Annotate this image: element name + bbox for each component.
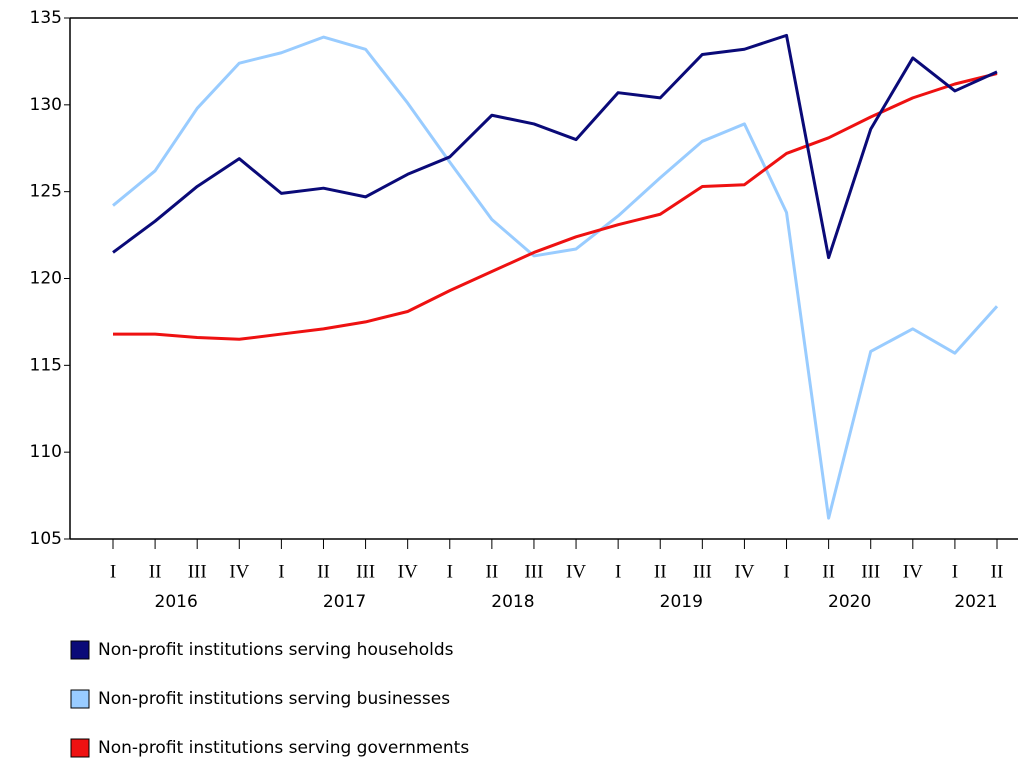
legend-label: Non-profit institutions serving governme… bbox=[98, 738, 469, 758]
legend-swatch bbox=[70, 640, 90, 660]
x-tick-label: I bbox=[278, 561, 284, 582]
x-tick-label: II bbox=[991, 561, 1004, 582]
year-label: 2020 bbox=[828, 592, 871, 612]
x-tick-label: II bbox=[149, 561, 162, 582]
legend-label: Non-profit institutions serving business… bbox=[98, 689, 450, 709]
y-tick-label: 115 bbox=[30, 355, 62, 375]
y-tick-label: 120 bbox=[30, 269, 62, 289]
series-line bbox=[112, 35, 999, 520]
x-tick-label: II bbox=[317, 561, 330, 582]
x-tick-label: I bbox=[447, 561, 453, 582]
series-line bbox=[113, 72, 998, 341]
series-line bbox=[112, 33, 998, 260]
x-tick-label: IV bbox=[734, 561, 754, 582]
x-tick-label: III bbox=[356, 561, 375, 582]
legend-swatch bbox=[70, 738, 90, 758]
y-tick-label: 130 bbox=[30, 95, 62, 115]
legend-swatch bbox=[70, 689, 90, 709]
x-tick-label: III bbox=[861, 561, 880, 582]
y-tick-label: 105 bbox=[30, 529, 62, 549]
x-tick-label: I bbox=[952, 561, 958, 582]
x-tick-label: II bbox=[486, 561, 499, 582]
x-tick-label: I bbox=[110, 561, 116, 582]
y-tick-label: 110 bbox=[30, 442, 62, 462]
x-tick-label: III bbox=[693, 561, 712, 582]
x-tick-label: III bbox=[188, 561, 207, 582]
y-tick-label: 135 bbox=[30, 8, 62, 28]
x-tick-label: II bbox=[822, 561, 835, 582]
legend-label: Non-profit institutions serving househol… bbox=[98, 640, 454, 660]
x-tick-label: IV bbox=[398, 561, 418, 582]
year-label: 2016 bbox=[155, 592, 198, 612]
x-tick-label: III bbox=[524, 561, 543, 582]
x-tick-label: II bbox=[654, 561, 667, 582]
x-tick-label: I bbox=[615, 561, 621, 582]
x-tick-label: IV bbox=[903, 561, 923, 582]
x-tick-label: IV bbox=[229, 561, 249, 582]
year-label: 2019 bbox=[660, 592, 703, 612]
year-label: 2018 bbox=[491, 592, 534, 612]
year-label: 2017 bbox=[323, 592, 366, 612]
x-tick-label: I bbox=[783, 561, 789, 582]
x-tick-label: IV bbox=[566, 561, 586, 582]
y-tick-label: 125 bbox=[30, 182, 62, 202]
year-label: 2021 bbox=[954, 592, 997, 612]
